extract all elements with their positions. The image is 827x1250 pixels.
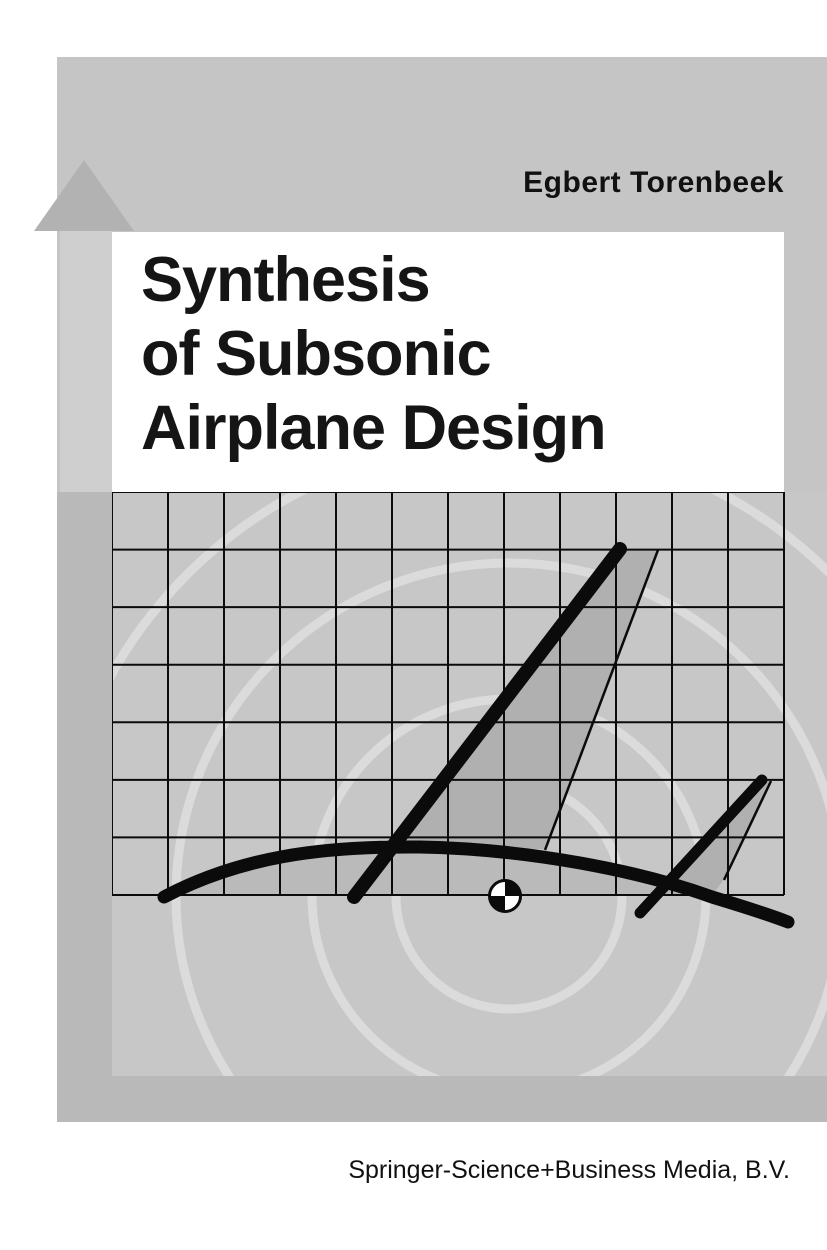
small-fin-trailing-edge <box>722 780 773 881</box>
bottom-frame-band <box>57 1076 827 1122</box>
title-box <box>112 232 784 492</box>
title-line-3: Airplane Design <box>141 393 607 463</box>
fuselage-curve <box>157 840 795 929</box>
up-arrow-bar <box>60 231 113 492</box>
title-line-2: of Subsonic <box>141 319 492 389</box>
author-name: Egbert Torenbeek <box>523 166 784 199</box>
book-title: Synthesis of Subsonic Airplane Design <box>141 243 761 465</box>
big-wing-line <box>347 542 627 904</box>
big-fin-fill <box>390 550 658 849</box>
airplane-outline <box>157 542 795 929</box>
up-arrow-icon <box>34 160 134 231</box>
publisher-line: Springer-Science+Business Media, B.V. <box>348 1156 790 1184</box>
design-grid-artwork <box>112 492 827 1076</box>
title-line-1: Synthesis <box>141 245 431 315</box>
small-wing-line <box>634 774 768 919</box>
big-fin-trailing-edge <box>543 549 660 851</box>
left-frame-strip <box>57 492 112 1122</box>
center-of-gravity-icon <box>488 879 522 913</box>
